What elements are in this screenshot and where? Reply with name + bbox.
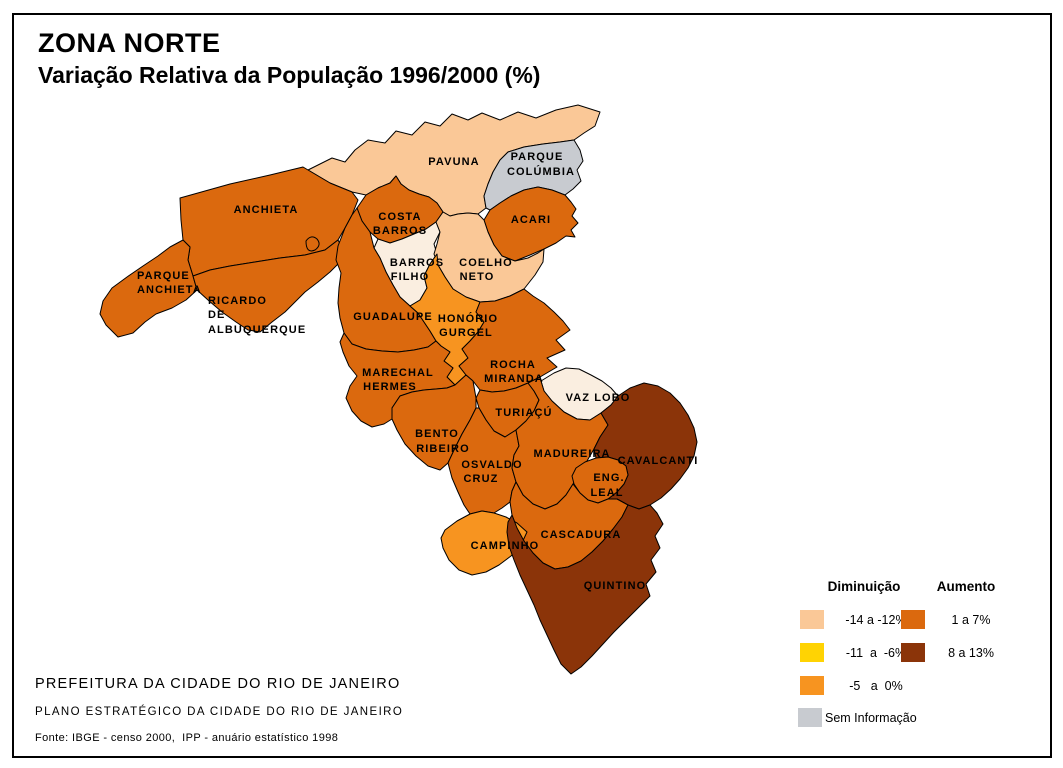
footer-plano-estrategico: PLANO ESTRATÉGICO DA CIDADE DO RIO DE JA… [35,706,404,718]
region-label-rocha-miranda: MIRANDA [484,373,544,385]
region-label-bento-ribeiro: BENTO [415,428,459,440]
region-label-honorio-gurgel: GURGEL [439,327,493,339]
legend-item: Sem Informação [798,708,917,727]
footer-prefeitura: PREFEITURA DA CIDADE DO RIO DE JANEIRO [35,676,401,692]
region-label-marechal-hermes: HERMES [363,381,417,393]
region-label-coelho-neto: COELHO [459,257,513,269]
legend-item: -11 a -6% [800,643,928,662]
legend-label-sem-informacao: Sem Informação [825,710,917,725]
region-quintino [506,504,664,675]
page-subtitle: Variação Relativa da População 1996/2000… [38,62,541,88]
region-label-coelho-neto: NETO [460,271,495,283]
region-label-parque-columbia: COLÚMBIA [507,165,575,178]
legend-label-p1-7: 1 a 7% [951,612,991,627]
legend-increase-title: Aumento [936,579,996,594]
legend-decrease-title: Diminuição [827,579,901,594]
region-label-osvaldo-cruz: CRUZ [464,473,499,485]
region-label-ricardo-de-albuquerque: DE [208,309,225,321]
region-label-rocha-miranda: ROCHA [490,359,536,371]
region-label-costa-barros: BARROS [373,225,427,237]
region-label-anchieta: ANCHIETA [234,204,299,216]
legend-label-m14-m12: -14 a -12% [845,612,907,627]
region-label-eng-leal: ENG. [593,472,624,484]
region-ricardo-de-albuquerque [192,239,346,333]
region-label-turiacu: TURIAÇÚ [495,406,552,419]
legend-item: -5 a 0% [800,676,928,695]
legend-swatch-p1-7 [901,610,925,629]
region-label-marechal-hermes: MARECHAL [362,367,434,379]
region-label-vaz-lobo: VAZ LOBO [566,392,631,404]
footer-fonte: Fonte: IBGE - censo 2000, IPP - anuário … [35,732,339,744]
region-label-cavalcanti: CAVALCANTI [618,455,699,467]
legend-item: 1 a 7% [901,610,1017,629]
region-label-madureira: MADUREIRA [533,448,610,460]
region-label-honorio-gurgel: HONÓRIO [438,312,498,325]
legend-swatch-m14-m12 [800,610,824,629]
region-label-ricardo-de-albuquerque: RICARDO [208,295,267,307]
region-label-quintino: QUINTINO [584,580,647,592]
page-border [12,13,1052,758]
region-label-eng-leal: LEAL [590,487,623,499]
region-label-cascadura: CASCADURA [541,529,622,541]
legend-label-p8-13: 8 a 13% [948,645,994,660]
region-label-guadalupe: GUADALUPE [353,311,433,323]
legend-swatch-m11-m6 [800,643,824,662]
region-label-osvaldo-cruz: OSVALDO [461,459,522,471]
legend-label-m5-0: -5 a 0% [849,678,903,693]
small-enclave-outline [305,236,320,252]
region-label-parque-anchieta: ANCHIETA [137,284,202,296]
legend-swatch-sem-informacao [798,708,822,727]
region-label-ricardo-de-albuquerque: ALBUQUERQUE [208,324,306,336]
region-label-campinho: CAMPINHO [471,540,540,552]
legend-label-m11-m6: -11 a -6% [845,645,907,660]
region-label-parque-anchieta: PARQUE [137,270,190,282]
region-label-pavuna: PAVUNA [428,156,479,168]
region-label-barros-filho: FILHO [391,271,430,283]
legend-swatch-p8-13 [901,643,925,662]
legend-item: -14 a -12% [800,610,928,629]
legend-item: 8 a 13% [901,643,1017,662]
region-labels-layer: PAVUNA PARQUE COLÚMBIA ACARI COSTA BARROS ANCH… [137,151,699,592]
page-title: ZONA NORTE [38,28,221,58]
legend-swatch-m5-0 [800,676,824,695]
region-label-bento-ribeiro: RIBEIRO [416,443,470,455]
regions-layer [99,104,698,675]
region-label-barros-filho: BARROS [390,257,444,269]
region-label-acari: ACARI [511,214,551,226]
region-label-costa-barros: COSTA [378,211,421,223]
region-label-parque-columbia: PARQUE [511,151,564,163]
